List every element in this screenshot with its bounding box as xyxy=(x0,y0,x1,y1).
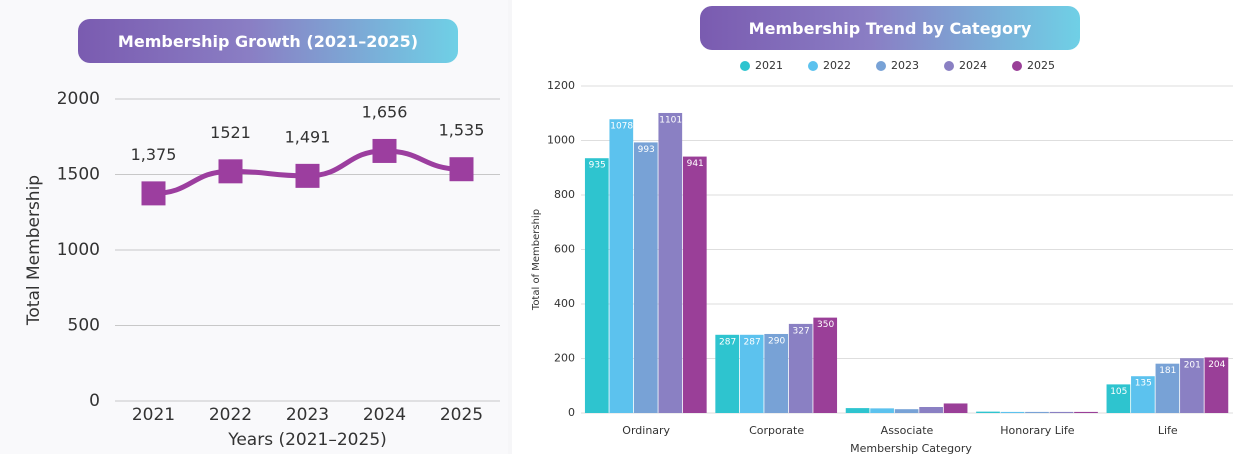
x-tick-label: 2021 xyxy=(132,405,175,425)
bar xyxy=(764,333,789,413)
data-label: 993 xyxy=(638,145,655,155)
y-tick-label: 800 xyxy=(554,188,575,201)
bar xyxy=(813,317,838,413)
data-label: 1,656 xyxy=(362,102,408,121)
legend-label: 2024 xyxy=(959,59,987,72)
x-tick-label: 2023 xyxy=(286,405,329,425)
x-tick-label: 2022 xyxy=(209,405,252,425)
x-axis-label: Membership Category xyxy=(850,442,972,454)
y-tick-label: 0 xyxy=(89,391,100,411)
x-tick-label: 2024 xyxy=(363,405,406,425)
bar xyxy=(1000,411,1025,413)
bar xyxy=(682,156,707,413)
bar xyxy=(1106,384,1131,413)
bar xyxy=(1155,363,1180,413)
bar xyxy=(788,323,813,413)
x-axis-label: Years (2021–2025) xyxy=(227,430,387,450)
bar xyxy=(739,334,764,413)
data-label: 1,535 xyxy=(439,121,485,140)
data-label: 287 xyxy=(744,337,761,347)
legend-swatch xyxy=(944,61,954,71)
legend-swatch xyxy=(808,61,818,71)
bar xyxy=(1025,411,1049,413)
chart-title: Membership Trend by Category xyxy=(700,6,1080,50)
legend-swatch xyxy=(740,61,750,71)
bar xyxy=(894,409,919,413)
x-tick-label: Life xyxy=(1158,424,1178,437)
bar xyxy=(1180,358,1204,413)
marker xyxy=(449,157,474,182)
y-tick-label: 1000 xyxy=(57,240,100,260)
marker xyxy=(141,181,166,206)
legend-label: 2022 xyxy=(823,59,851,72)
bar xyxy=(870,408,894,413)
y-tick-label: 200 xyxy=(554,352,575,365)
x-tick-label: Ordinary xyxy=(622,424,670,437)
data-label: 290 xyxy=(768,336,785,346)
x-tick-label: Associate xyxy=(881,424,934,437)
x-tick-label: 2025 xyxy=(440,405,483,425)
y-tick-label: 600 xyxy=(554,243,575,256)
legend-label: 2021 xyxy=(755,59,783,72)
data-label: 181 xyxy=(1159,366,1176,376)
bar xyxy=(919,407,943,413)
data-label: 1,375 xyxy=(131,145,177,164)
y-tick-label: 0 xyxy=(568,406,575,419)
data-label: 1078 xyxy=(610,122,633,132)
bar xyxy=(658,112,683,413)
data-label: 204 xyxy=(1208,360,1225,370)
bar xyxy=(584,158,609,413)
marker xyxy=(372,138,397,163)
marker xyxy=(218,159,243,184)
legend-label: 2023 xyxy=(891,59,919,72)
data-label: 135 xyxy=(1135,379,1152,389)
y-tick-label: 1500 xyxy=(57,165,100,185)
data-label: 105 xyxy=(1110,387,1127,397)
bar xyxy=(1074,411,1098,413)
marker xyxy=(295,163,320,188)
data-label: 1521 xyxy=(210,123,251,142)
y-tick-label: 2000 xyxy=(57,89,100,109)
y-tick-label: 1200 xyxy=(547,79,575,92)
bar xyxy=(976,411,1000,413)
x-tick-label: Corporate xyxy=(749,424,804,437)
data-label: 287 xyxy=(719,337,736,347)
data-label: 350 xyxy=(817,320,834,330)
left-panel xyxy=(0,0,508,454)
bar xyxy=(1131,376,1155,413)
legend-swatch xyxy=(1012,61,1022,71)
legend-label: 2025 xyxy=(1027,59,1055,72)
y-tick-label: 400 xyxy=(554,297,575,310)
bar xyxy=(715,334,740,413)
data-label: 201 xyxy=(1184,361,1201,371)
bar xyxy=(845,408,870,413)
y-axis-label: Total Membership xyxy=(24,175,44,326)
bar xyxy=(609,119,634,414)
data-label: 935 xyxy=(589,161,606,171)
y-axis-label: Total of Membership xyxy=(531,209,542,311)
data-label: 1101 xyxy=(659,115,682,125)
data-label: 327 xyxy=(793,326,810,336)
x-tick-label: Honorary Life xyxy=(1000,424,1075,437)
legend-swatch xyxy=(876,61,886,71)
bar xyxy=(943,403,968,413)
bar xyxy=(633,142,658,413)
data-label: 1,491 xyxy=(285,127,331,146)
bar xyxy=(1204,357,1229,413)
data-label: 941 xyxy=(687,159,704,169)
bar xyxy=(1049,411,1074,413)
chart-title: Membership Growth (2021–2025) xyxy=(78,19,458,63)
y-tick-label: 1000 xyxy=(547,134,575,147)
y-tick-label: 500 xyxy=(68,316,100,336)
